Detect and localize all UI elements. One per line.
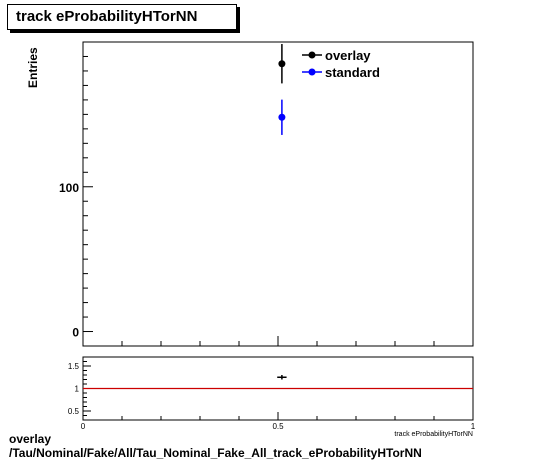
y-axis-label: Entries [26, 47, 40, 88]
main-axes: 0 100 [59, 41, 474, 346]
ratio-axes: 0.511.50 0.5 1 [68, 361, 476, 431]
ratio-marks [277, 375, 287, 380]
standard-point [278, 113, 286, 121]
ratio-x-tick-label: 0.5 [272, 422, 284, 431]
overlay-point [278, 60, 286, 68]
y-tick-label: 0 [72, 326, 79, 340]
ratio-x-tick-label: 1 [471, 422, 476, 431]
ratio-x-tick-label: 0 [81, 422, 86, 431]
ratio-y-tick-label: 1.5 [68, 362, 80, 371]
footer-path: /Tau/Nominal/Fake/All/Tau_Nominal_Fake_A… [9, 446, 422, 460]
chart-title: track eProbabilityHTorNN [16, 8, 198, 25]
ratio-y-tick-label: 1 [75, 385, 80, 394]
legend-marker-standard [308, 68, 316, 76]
title-box: track eProbabilityHTorNN [7, 4, 237, 30]
legend-marker-overlay [308, 51, 316, 59]
footer-label: overlay [9, 432, 52, 446]
main-plot-frame [82, 41, 474, 347]
legend-label-overlay: overlay [325, 48, 371, 63]
y-tick-label: 100 [59, 181, 79, 195]
legend: overlay standard [302, 48, 380, 80]
x-axis-label: track eProbabilityHTorNN [394, 431, 473, 438]
main-marks [278, 44, 286, 135]
ratio-y-tick-label: 0.5 [68, 407, 80, 416]
legend-label-standard: standard [325, 65, 380, 80]
